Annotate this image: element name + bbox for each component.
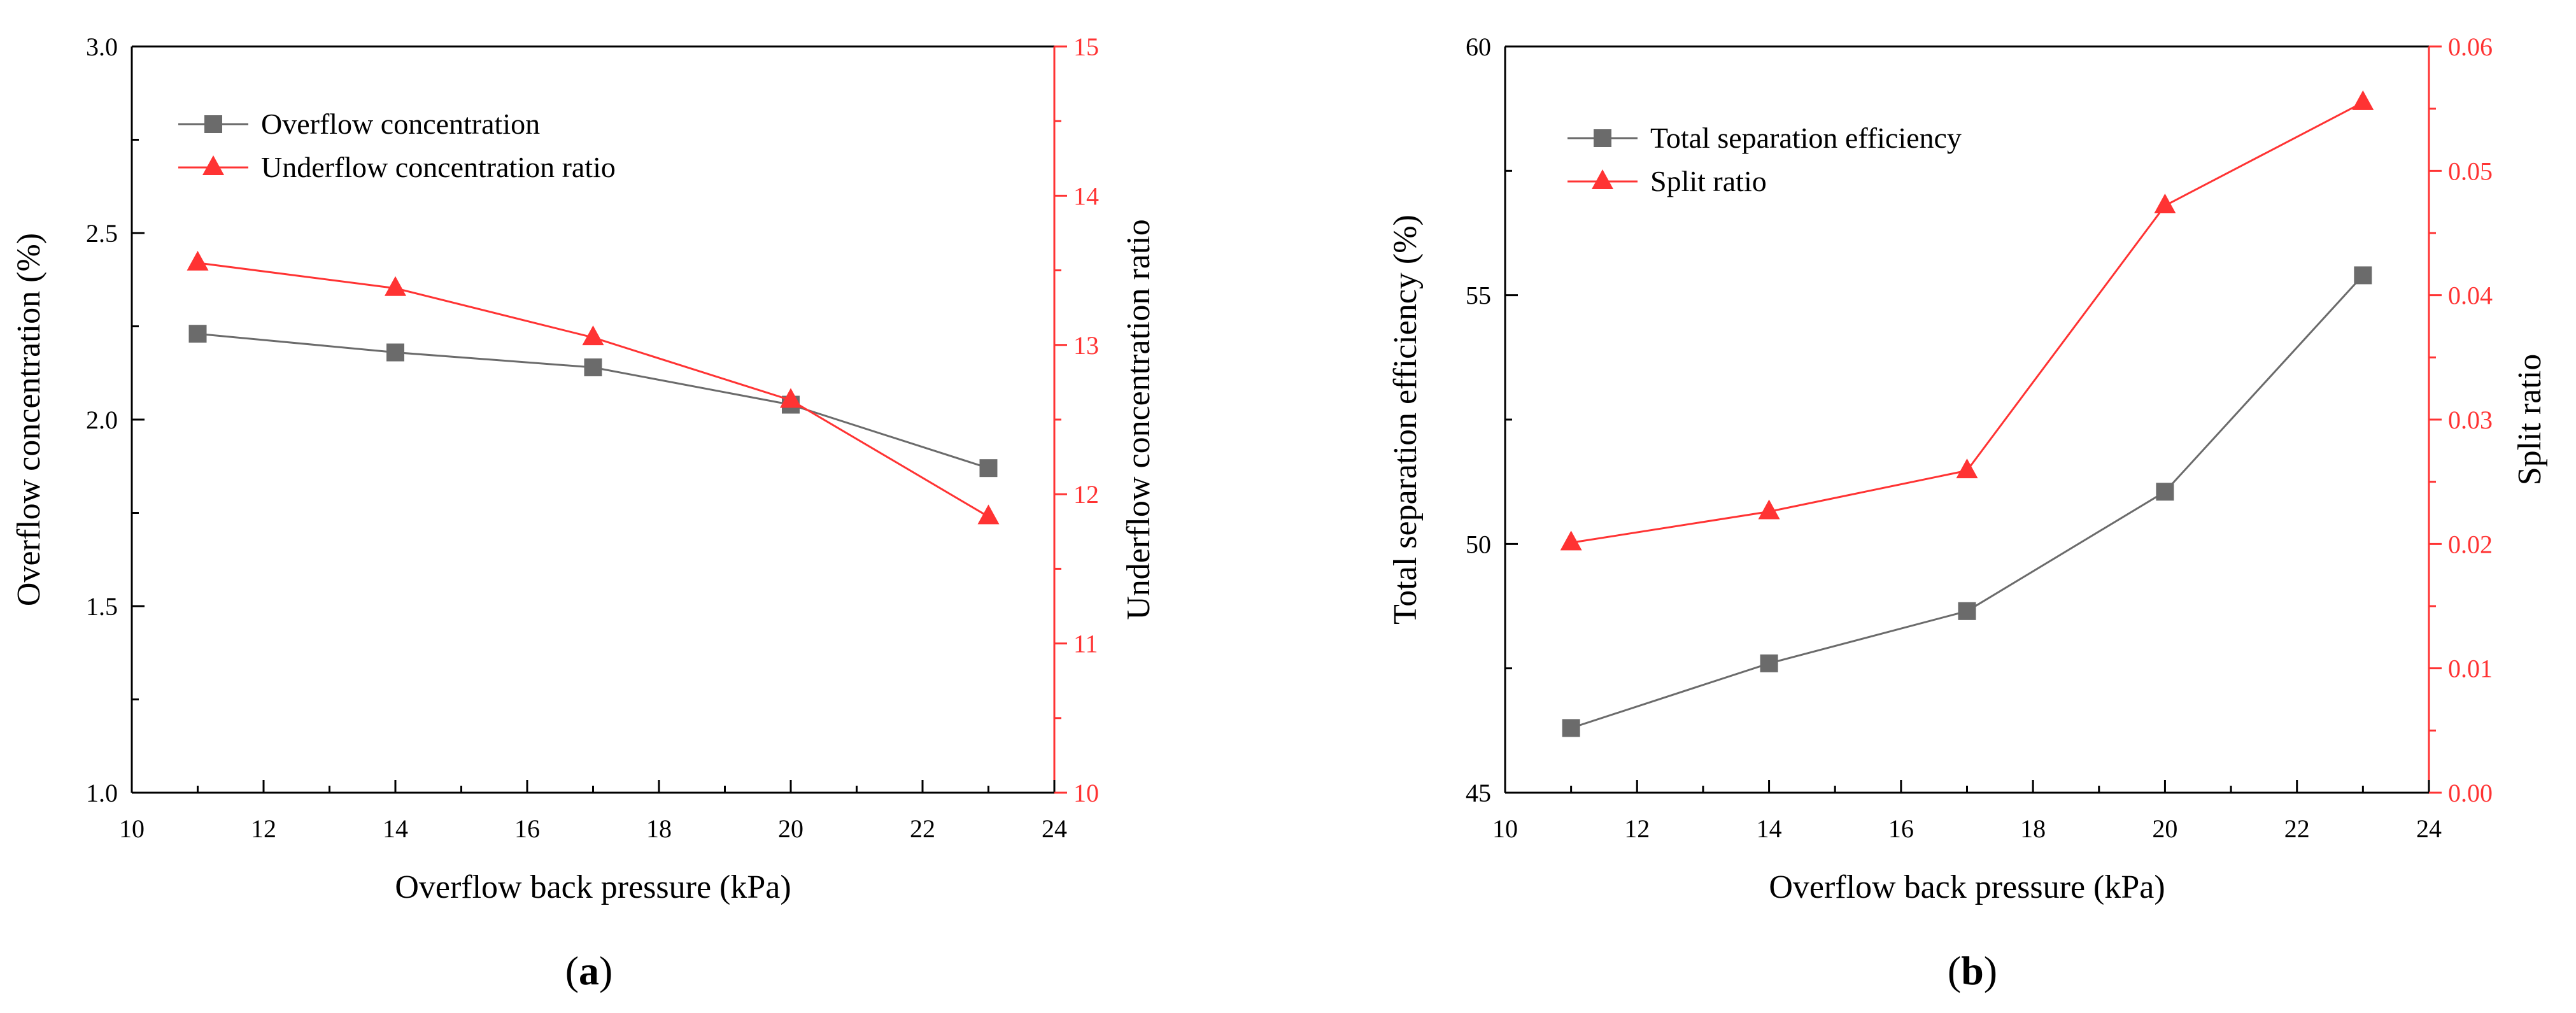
data-point-triangle [187,250,209,271]
x-tick-label: 10 [1492,814,1518,843]
series-line-triangle [197,262,989,518]
y-left-tick-label: 2.5 [86,219,118,248]
x-tick-label: 14 [383,814,408,843]
y-right-tick-label: 11 [1073,630,1098,658]
panel-label: (a) [565,948,613,993]
data-point-square [1562,719,1580,737]
legend-label: Underflow concentration ratio [261,151,616,183]
y-right-tick-label: 0.05 [2448,157,2493,185]
data-point-triangle [1956,458,1978,479]
data-point-triangle [1560,530,1582,551]
y-right-tick-label: 14 [1073,181,1099,210]
y-right-tick-label: 0.04 [2448,281,2493,310]
y-left-tick-label: 3.0 [86,32,118,61]
data-point-square [1760,654,1778,672]
x-tick-label: 24 [1042,814,1067,843]
data-point-square [979,459,998,478]
y-right-tick-label: 0.00 [2448,779,2493,807]
y-left-tick-label: 45 [1466,779,1491,807]
data-point-square [386,343,404,362]
legend-marker-triangle [202,155,224,175]
data-point-triangle [582,325,604,346]
data-point-triangle [2154,194,2176,214]
series-line-square [197,332,989,469]
x-tick-label: 10 [119,814,145,843]
chart-panel-b: 10 12 14 16 18 20 22 24 45 50 55 60 0.00 0.01 0.02 0.03… [1387,32,2548,993]
y-right-tick-label: 0.02 [2448,530,2493,558]
legend-marker-triangle [1592,169,1613,189]
data-point-square [2156,483,2174,501]
y-left-tick-label: 1.0 [86,779,118,807]
y-left-tick-label: 55 [1466,281,1491,310]
x-tick-label: 18 [646,814,672,843]
panel-label: (b) [1948,948,1997,993]
legend-marker-square [204,115,222,133]
data-point-triangle [2352,90,2374,110]
y-right-tick-label: 0.01 [2448,655,2493,683]
series-line-square [1571,274,2364,729]
x-tick-label: 16 [514,814,540,843]
y-left-axis-title: Overflow concentration (%) [11,233,47,606]
legend-label: Overflow concentration [261,108,540,140]
y-right-tick-label: 12 [1073,480,1099,509]
y-right-tick-label: 0.06 [2448,32,2493,61]
y-left-tick-label: 2.0 [86,406,118,434]
data-point-triangle [780,388,802,408]
x-tick-label: 14 [1757,814,1782,843]
data-point-square [2354,266,2372,285]
x-tick-label: 20 [2152,814,2177,843]
y-right-axis-title: Underflow concentration ratio [1121,219,1157,620]
x-tick-label: 12 [1624,814,1650,843]
y-left-tick-label: 60 [1466,32,1491,61]
chart-panel-a: 10 12 14 16 18 20 22 24 1.0 1.5 2.0 2.5 3.0 10 11 12 13 1… [11,32,1157,993]
x-tick-label: 18 [2020,814,2046,843]
x-axis-title: Overflow back pressure (kPa) [395,869,791,905]
data-point-triangle [1758,499,1780,520]
x-tick-label: 20 [778,814,803,843]
x-tick-label: 16 [1888,814,1914,843]
legend-label: Total separation efficiency [1650,122,1962,154]
x-tick-label: 22 [910,814,935,843]
x-tick-label: 22 [2284,814,2310,843]
y-left-tick-label: 1.5 [86,592,118,621]
data-point-triangle [385,276,406,296]
y-left-tick-label: 50 [1466,530,1491,558]
y-left-axis-title: Total separation efficiency (%) [1387,215,1424,625]
data-point-triangle [977,504,1000,525]
data-point-square [1958,602,1976,620]
x-tick-label: 12 [251,814,276,843]
data-point-square [584,358,602,376]
y-right-tick-label: 15 [1073,32,1099,61]
x-axis-title: Overflow back pressure (kPa) [1769,869,2165,905]
y-right-axis-title: Split ratio [2512,354,2548,486]
y-right-tick-label: 0.03 [2448,406,2493,434]
y-right-tick-label: 13 [1073,331,1099,360]
legend-marker-square [1594,129,1611,147]
data-point-square [188,325,207,343]
legend-label: Split ratio [1650,165,1767,197]
y-right-tick-label: 10 [1073,779,1099,807]
x-tick-label: 24 [2416,814,2442,843]
